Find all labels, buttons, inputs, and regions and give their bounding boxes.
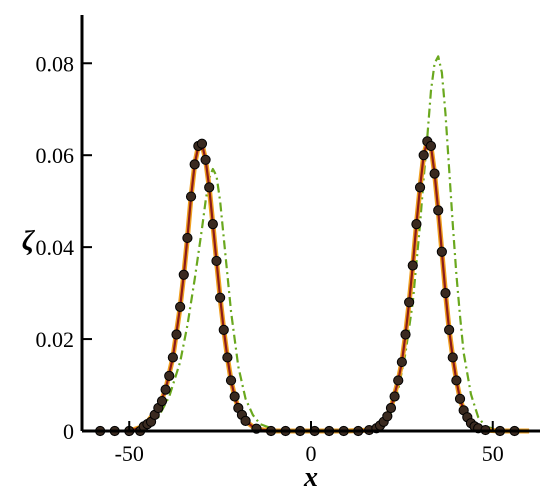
series-3-point bbox=[196, 138, 208, 149]
series-3-point bbox=[451, 375, 462, 386]
y-tick-label: 0.06 bbox=[36, 143, 75, 168]
series-3-point bbox=[204, 182, 215, 193]
series-3-point bbox=[444, 324, 455, 335]
series-3-point bbox=[240, 415, 251, 426]
series-3-point bbox=[454, 393, 466, 404]
series-3-point bbox=[225, 375, 237, 386]
series-3-point bbox=[207, 219, 218, 230]
y-tick-label: 0 bbox=[63, 419, 74, 444]
series-3-point bbox=[414, 182, 426, 193]
x-tick-label: -50 bbox=[115, 441, 144, 466]
series-3-point bbox=[382, 411, 393, 422]
x-tick-label: 50 bbox=[482, 441, 504, 466]
series-3-point bbox=[215, 292, 226, 303]
series-3-point bbox=[436, 246, 447, 257]
series-3-point bbox=[189, 159, 200, 170]
series-1-line bbox=[128, 138, 530, 434]
series-3-point bbox=[425, 140, 437, 152]
y-tick-label: 0.08 bbox=[36, 51, 75, 76]
series-3-point bbox=[411, 219, 422, 230]
series-3-point bbox=[185, 191, 197, 202]
series-3-point bbox=[182, 232, 193, 244]
series-3-point bbox=[200, 154, 211, 165]
series-3-point bbox=[400, 329, 411, 340]
series-3-point bbox=[171, 329, 182, 340]
series-3-point bbox=[175, 301, 186, 312]
series-3-point bbox=[447, 352, 458, 363]
series-3-point bbox=[218, 324, 229, 335]
series-3-point bbox=[222, 352, 233, 363]
series-3-point bbox=[156, 396, 168, 407]
ticks-layer: -50 0 50 0 0.02 0.04 0.06 0.08 bbox=[36, 51, 504, 466]
series-3-point bbox=[404, 297, 415, 308]
series-3-point bbox=[429, 168, 440, 179]
x-axis-label: x bbox=[303, 462, 318, 493]
y-axis-label: ζ bbox=[22, 226, 36, 257]
y-tick-label: 0.02 bbox=[36, 327, 75, 352]
series-3-point bbox=[385, 402, 397, 414]
x-tick-label: 0 bbox=[306, 441, 317, 466]
series-3-point bbox=[418, 150, 429, 161]
series-3-point bbox=[229, 391, 240, 402]
series-2-line bbox=[128, 140, 530, 433]
series-3-point bbox=[389, 391, 400, 402]
series-3-point bbox=[407, 260, 418, 271]
series-3-point bbox=[433, 205, 444, 216]
axes-layer bbox=[80, 15, 540, 433]
series-3-point bbox=[440, 287, 451, 299]
series-3-point bbox=[396, 356, 407, 368]
series-3-point bbox=[164, 370, 175, 381]
series-3-point bbox=[160, 384, 171, 395]
series-layer bbox=[95, 55, 530, 437]
series-3-point bbox=[178, 269, 189, 280]
series-3-point bbox=[211, 255, 222, 267]
y-tick-label: 0.04 bbox=[36, 235, 75, 260]
series-3-point bbox=[393, 375, 404, 386]
series-3-point bbox=[167, 352, 178, 363]
